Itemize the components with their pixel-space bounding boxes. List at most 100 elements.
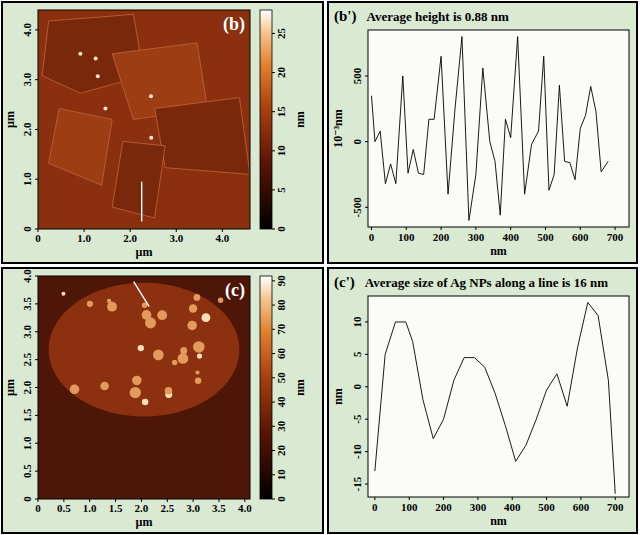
panel-letter: (c) xyxy=(225,280,245,301)
colorbar-tick-label: 20 xyxy=(275,445,287,457)
y-tick xyxy=(35,443,38,444)
y-tick xyxy=(35,29,38,30)
x-tick-label: 0 xyxy=(372,501,378,513)
image-frame xyxy=(38,276,250,499)
speck xyxy=(96,74,100,78)
colorbar-tick-label: 40 xyxy=(275,396,287,408)
y-tick-label: 5 xyxy=(351,351,363,357)
panel xyxy=(2,268,323,533)
x-tick xyxy=(615,227,616,230)
nanoparticle xyxy=(157,310,167,320)
x-tick-label: 400 xyxy=(504,501,521,513)
nanoparticle xyxy=(142,399,148,405)
x-tick-label: 0 xyxy=(35,502,41,514)
colorbar-title: nm xyxy=(293,111,307,128)
nanoparticle xyxy=(130,387,141,398)
flake xyxy=(49,109,113,186)
y-tick xyxy=(365,75,368,76)
colorbar xyxy=(260,276,272,499)
y-tick xyxy=(365,386,368,387)
x-tick xyxy=(443,497,444,500)
y-tick xyxy=(35,499,38,500)
data-group xyxy=(375,302,615,493)
x-tick-label: 700 xyxy=(607,231,624,243)
x-tick-label: 0 xyxy=(35,232,41,244)
nanoparticle xyxy=(201,313,210,322)
flake xyxy=(112,141,165,218)
np-region xyxy=(49,283,240,417)
y-tick xyxy=(35,471,38,472)
nanoparticle xyxy=(218,297,223,302)
y-tick-label: 3.5 xyxy=(21,297,33,311)
x-tick-label: 300 xyxy=(470,501,487,513)
data-group xyxy=(371,37,608,221)
plot-area xyxy=(368,30,629,227)
y-tick-label: 10 xyxy=(351,316,363,328)
x-tick xyxy=(546,497,547,500)
y-tick-label: 0 xyxy=(21,496,33,502)
y-tick xyxy=(365,451,368,452)
x-axis-title: µm xyxy=(136,515,153,529)
colorbar-tick-label: 0 xyxy=(275,226,287,232)
y-tick xyxy=(35,179,38,180)
y-tick xyxy=(365,321,368,322)
y-tick-label: 4.0 xyxy=(21,269,33,283)
x-tick-label: 3.0 xyxy=(186,502,200,514)
x-tick xyxy=(580,497,581,500)
nanoparticle xyxy=(187,321,197,331)
figure: 01.02.03.04.0µm01.02.03.04.0µm(b)0510152… xyxy=(0,0,640,535)
image-frame xyxy=(38,10,250,229)
flake xyxy=(155,98,250,175)
nanoparticle xyxy=(180,347,187,354)
x-tick xyxy=(441,227,442,230)
nanoparticle xyxy=(189,304,197,312)
y-tick-label: 3.0 xyxy=(21,72,33,86)
colorbar-tick-label: 60 xyxy=(275,348,287,360)
nanoparticle xyxy=(196,343,203,350)
y-tick xyxy=(35,331,38,332)
x-tick-label: 500 xyxy=(537,231,554,243)
x-tick-label: 200 xyxy=(435,501,452,513)
x-tick-label: 3.5 xyxy=(212,502,226,514)
x-tick xyxy=(615,497,616,500)
colorbar-tick-label: 25 xyxy=(275,27,287,39)
x-tick xyxy=(477,497,478,500)
speck xyxy=(78,52,82,56)
x-axis-title: nm xyxy=(490,514,507,528)
y-tick-label: 2.5 xyxy=(21,352,33,366)
image-ground xyxy=(38,10,250,229)
nanoparticle xyxy=(178,353,189,364)
colorbar-tick-label: 0 xyxy=(275,496,287,502)
y-tick xyxy=(35,229,38,230)
speck xyxy=(94,56,98,60)
x-tick-label: 200 xyxy=(433,231,450,243)
image-ground xyxy=(38,276,250,499)
nanoparticle xyxy=(165,387,173,395)
panel-letter: (b) xyxy=(223,14,245,35)
x-tick-label: 1.0 xyxy=(83,502,97,514)
panel xyxy=(328,268,637,533)
x-tick xyxy=(371,227,372,230)
x-tick xyxy=(510,227,511,230)
nanoparticle xyxy=(70,384,80,394)
y-tick xyxy=(35,303,38,304)
nanoparticle xyxy=(195,378,201,384)
line-panel: 0100200300400500600700nm-15-10-50510nm(c… xyxy=(331,274,629,528)
x-tick-label: 600 xyxy=(572,231,589,243)
y-tick-label: -500 xyxy=(351,197,363,218)
x-tick-label: 4.0 xyxy=(215,232,229,244)
y-axis-title: µm xyxy=(3,111,17,128)
y-tick-label: 1.0 xyxy=(21,172,33,186)
speck xyxy=(149,136,153,140)
panel-letter: (c') xyxy=(334,274,355,291)
y-tick xyxy=(35,415,38,416)
y-tick-label: 2.0 xyxy=(21,122,33,136)
afm-image xyxy=(38,276,250,499)
y-axis-title: 10⁻³nm xyxy=(331,109,345,148)
x-tick-label: 100 xyxy=(401,501,418,513)
nanoparticle xyxy=(172,360,177,365)
chart-title: Average size of Ag NPs along a line is 1… xyxy=(365,275,608,290)
colorbar-tick-label: 50 xyxy=(275,372,287,384)
y-tick xyxy=(365,354,368,355)
profile-line xyxy=(134,282,150,307)
